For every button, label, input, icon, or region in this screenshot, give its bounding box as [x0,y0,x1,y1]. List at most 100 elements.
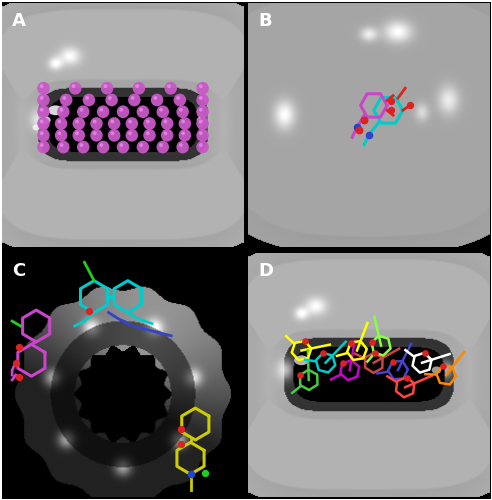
Circle shape [55,117,67,130]
Circle shape [37,117,50,130]
Circle shape [62,96,66,100]
Circle shape [135,84,139,88]
Point [201,469,209,477]
Circle shape [143,129,156,141]
Circle shape [69,82,82,94]
Point [301,338,309,345]
Circle shape [156,106,169,118]
Circle shape [60,143,63,147]
Circle shape [159,143,163,147]
Circle shape [146,120,150,124]
Point [406,102,414,110]
Circle shape [139,108,143,112]
Circle shape [151,94,163,106]
Circle shape [196,117,209,130]
Circle shape [57,106,69,118]
Circle shape [40,108,44,112]
Circle shape [131,96,134,100]
Circle shape [90,117,103,130]
Point [368,338,376,346]
Circle shape [58,132,61,135]
Circle shape [167,84,171,88]
Circle shape [177,140,189,153]
Circle shape [90,129,103,141]
Circle shape [163,132,167,135]
Ellipse shape [48,106,63,115]
Circle shape [181,120,185,124]
Circle shape [196,94,209,106]
Circle shape [40,84,44,88]
Circle shape [199,120,203,124]
Point [439,362,447,370]
Circle shape [55,129,67,141]
Circle shape [99,108,103,112]
Circle shape [80,108,83,112]
Circle shape [93,132,96,135]
Point [365,131,373,139]
Circle shape [120,143,123,147]
Circle shape [159,108,163,112]
Circle shape [128,120,132,124]
Circle shape [93,120,96,124]
Point [360,116,368,124]
Circle shape [117,106,129,118]
Circle shape [37,94,50,106]
Circle shape [37,129,50,141]
Circle shape [111,132,114,135]
Circle shape [120,108,123,112]
Circle shape [58,120,61,124]
Point [15,343,23,351]
Point [15,374,23,382]
Circle shape [199,132,203,135]
Circle shape [85,96,89,100]
Circle shape [83,94,95,106]
Circle shape [37,140,50,153]
Circle shape [156,140,169,153]
Circle shape [179,143,183,147]
Point [85,308,93,316]
Circle shape [108,117,121,130]
Circle shape [108,96,112,100]
Circle shape [139,143,143,147]
Circle shape [103,84,107,88]
Circle shape [154,96,157,100]
Circle shape [37,82,50,94]
Circle shape [37,106,50,118]
Point [370,349,378,357]
Circle shape [57,140,69,153]
Circle shape [125,129,138,141]
Circle shape [40,120,44,124]
Point [347,338,355,346]
Circle shape [128,94,141,106]
Point [186,470,194,478]
Circle shape [199,108,203,112]
Circle shape [40,143,44,147]
Circle shape [179,108,183,112]
Circle shape [117,140,129,153]
Circle shape [161,117,174,130]
Point [355,126,363,134]
Circle shape [196,140,209,153]
Circle shape [77,140,90,153]
Circle shape [137,106,149,118]
Text: A: A [12,12,26,30]
Circle shape [80,143,83,147]
Circle shape [108,129,121,141]
Point [12,359,20,367]
Circle shape [146,132,150,135]
Circle shape [99,143,103,147]
Circle shape [196,129,209,141]
Ellipse shape [294,356,309,365]
Circle shape [199,96,203,100]
Point [177,440,185,448]
Circle shape [196,82,209,94]
Circle shape [174,94,186,106]
Circle shape [72,84,75,88]
Circle shape [176,96,180,100]
Point [387,106,395,114]
Circle shape [72,117,85,130]
Circle shape [177,106,189,118]
Circle shape [179,117,191,130]
Point [387,96,395,104]
Circle shape [75,132,79,135]
